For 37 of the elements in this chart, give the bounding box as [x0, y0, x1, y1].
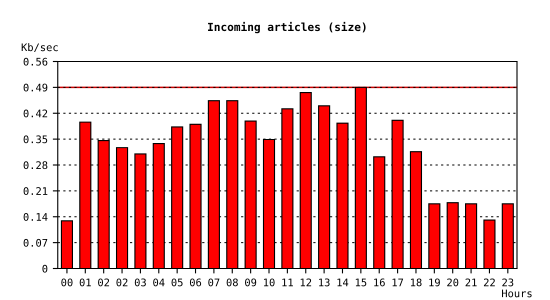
y-tick-label: 0.28 — [24, 161, 48, 170]
y-tick-label: 0 — [42, 264, 48, 273]
x-tick-label: 11 — [282, 278, 293, 286]
x-tick-label: 01 — [80, 278, 91, 286]
y-axis-title: Kb/sec — [22, 43, 58, 52]
x-tick-label: 21 — [466, 278, 477, 286]
x-tick-label: 19 — [429, 278, 440, 286]
x-tick-label: 05 — [172, 278, 183, 286]
x-tick-label: 06 — [190, 278, 202, 286]
y-tick-label: 0.14 — [24, 213, 48, 221]
x-tick-label: 20 — [447, 278, 458, 286]
x-tick-label: 13 — [319, 278, 330, 286]
x-tick-label: 03 — [134, 278, 146, 286]
x-tick-label: 08 — [226, 278, 238, 286]
x-tick-label: 23 — [502, 278, 514, 286]
x-tick-label: 12 — [300, 278, 312, 286]
x-tick-label: 15 — [356, 278, 366, 286]
x-tick-label: 14 — [337, 278, 348, 286]
x-tick-label: 09 — [245, 278, 256, 286]
x-axis-title: Hours — [502, 290, 532, 298]
y-tick-label: 0.21 — [24, 187, 48, 196]
x-tick-label: 07 — [208, 278, 220, 286]
chart-title: Incoming articles (size) — [208, 22, 366, 34]
y-tick-label: 0.07 — [24, 238, 48, 247]
x-tick-label: 10 — [264, 278, 275, 286]
y-tick-label: 0.35 — [24, 135, 48, 144]
x-tick-label: 22 — [484, 278, 495, 286]
x-tick-label: 02 — [116, 278, 128, 286]
x-tick-label: 00 — [61, 278, 73, 286]
x-tick-label: 02 — [98, 278, 110, 286]
y-tick-label: 0.56 — [24, 58, 48, 66]
x-tick-label: 04 — [153, 278, 165, 286]
y-tick-label: 0.49 — [24, 84, 48, 92]
x-tick-label: 16 — [374, 278, 385, 286]
x-tick-label: 17 — [392, 278, 404, 286]
x-tick-label: 18 — [410, 278, 422, 286]
y-tick-label: 0.42 — [24, 110, 48, 118]
